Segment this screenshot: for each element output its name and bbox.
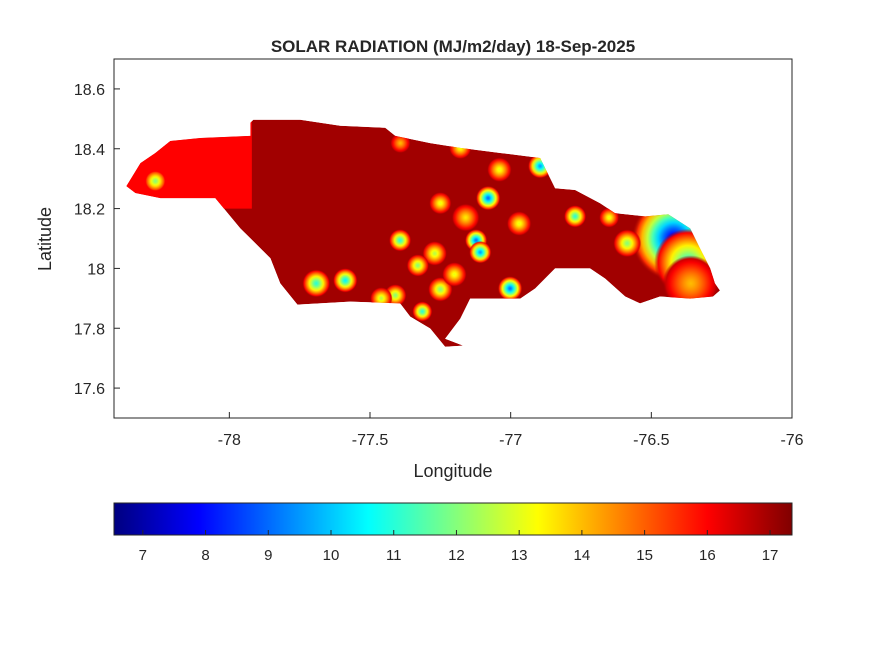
colorbar-tick-label: 11 [386,547,402,564]
colorbar-tick-label: 13 [511,547,528,564]
colorbar-tick-label: 8 [201,547,209,564]
colorbar-tick-label: 17 [762,547,779,564]
radiation-hotspot [613,229,642,258]
radiation-hotspot [302,269,331,298]
colorbar-ticks: 7 8 9 10 11 12 13 14 15 16 17 [139,530,779,564]
x-tick-label: -76 [780,432,803,449]
radiation-hotspot [442,262,467,287]
y-tick-label: 18.4 [74,142,105,159]
radiation-hotspot [370,287,393,310]
y-tick-label: 17.6 [74,381,105,398]
radiation-hotspot [527,153,553,179]
radiation-hotspot [469,241,492,264]
radiation-hotspot [599,207,620,228]
colorbar-tick-label: 7 [139,547,147,564]
radiation-hotspot [412,301,433,322]
colorbar-tick-label: 10 [323,547,340,564]
y-tick-label: 18 [87,261,105,278]
radiation-hotspot [253,280,274,301]
x-tick-label: -76.5 [633,432,670,449]
radiation-hotspot [422,241,448,266]
y-tick-label: 17.8 [74,321,105,338]
radiation-hotspot [497,276,523,301]
x-tick-label: -77.5 [352,432,389,449]
radiation-hotspot [388,229,412,252]
colorbar-tick-label: 15 [636,547,653,564]
chart-title: SOLAR RADIATION (MJ/m2/day) 18-Sep-2025 [271,37,635,56]
radiation-hotspot [506,211,532,236]
colorbar-tick-label: 12 [448,547,465,564]
x-tick-label: -77 [499,432,522,449]
radiation-hotspot [662,255,719,312]
map-plot-area [126,119,720,347]
axes-box [113,58,793,419]
radiation-hotspot [406,254,430,277]
radiation-hotspot [449,136,472,160]
y-tick-label: 18.6 [74,82,105,99]
colorbar-tick-label: 14 [574,547,591,564]
radiation-hotspot [475,185,501,211]
west-region-fill [126,119,252,209]
radiation-hotspot [451,203,480,232]
x-axis-label: Longitude [413,461,492,481]
x-axis-ticks: -78 -77.5 -77 -76.5 -76 [218,412,804,449]
radiation-hotspot [487,157,512,183]
radiation-hotspot [390,132,411,154]
radiation-hotspot [563,205,587,228]
radiation-hotspot [429,191,452,215]
colorbar-tick-label: 16 [699,547,716,564]
y-tick-label: 18.2 [74,202,105,219]
radiation-hotspot [332,268,358,293]
x-tick-label: -78 [218,432,241,449]
colorbar [113,502,793,536]
y-axis-ticks: 17.6 17.8 18 18.2 18.4 18.6 [74,82,120,398]
island-base-fill [126,119,720,347]
y-axis-label: Latitude [35,207,55,271]
colorbar-tick-label: 9 [264,547,272,564]
radiation-hotspot [145,170,166,192]
